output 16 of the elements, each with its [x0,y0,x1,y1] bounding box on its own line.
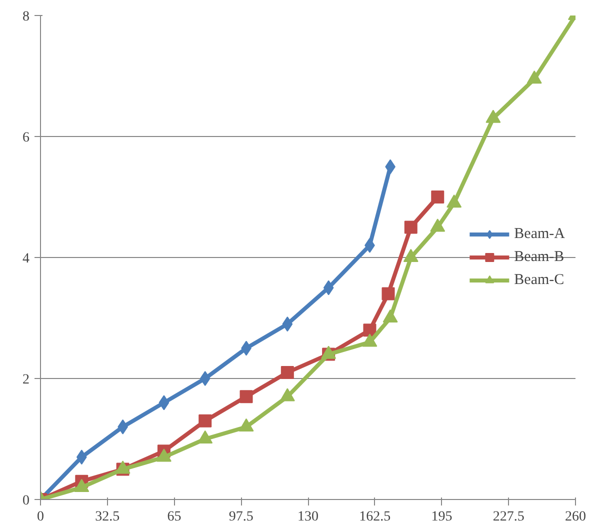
x-tick-label: 195 [431,510,452,523]
y-tick-label: 6 [22,130,30,146]
y-tick-label: 8 [22,10,30,24]
x-tick-label: 227.5 [492,510,524,523]
x-tick-label: 0 [37,510,44,523]
x-tick-label: 97.5 [228,510,254,523]
legend-label: Beam-A [514,226,565,242]
y-tick-label: 2 [22,372,30,388]
y-tick-label: 0 [22,494,30,508]
x-tick-label: 32.5 [95,510,120,523]
legend-label: Beam-C [514,272,564,288]
x-tick-label: 65 [167,510,182,523]
y-tick-label: 4 [22,252,30,266]
x-tick-label: 260 [565,510,586,523]
x-tick-label: 130 [298,510,318,523]
x-tick-label: 162.5 [359,510,391,523]
